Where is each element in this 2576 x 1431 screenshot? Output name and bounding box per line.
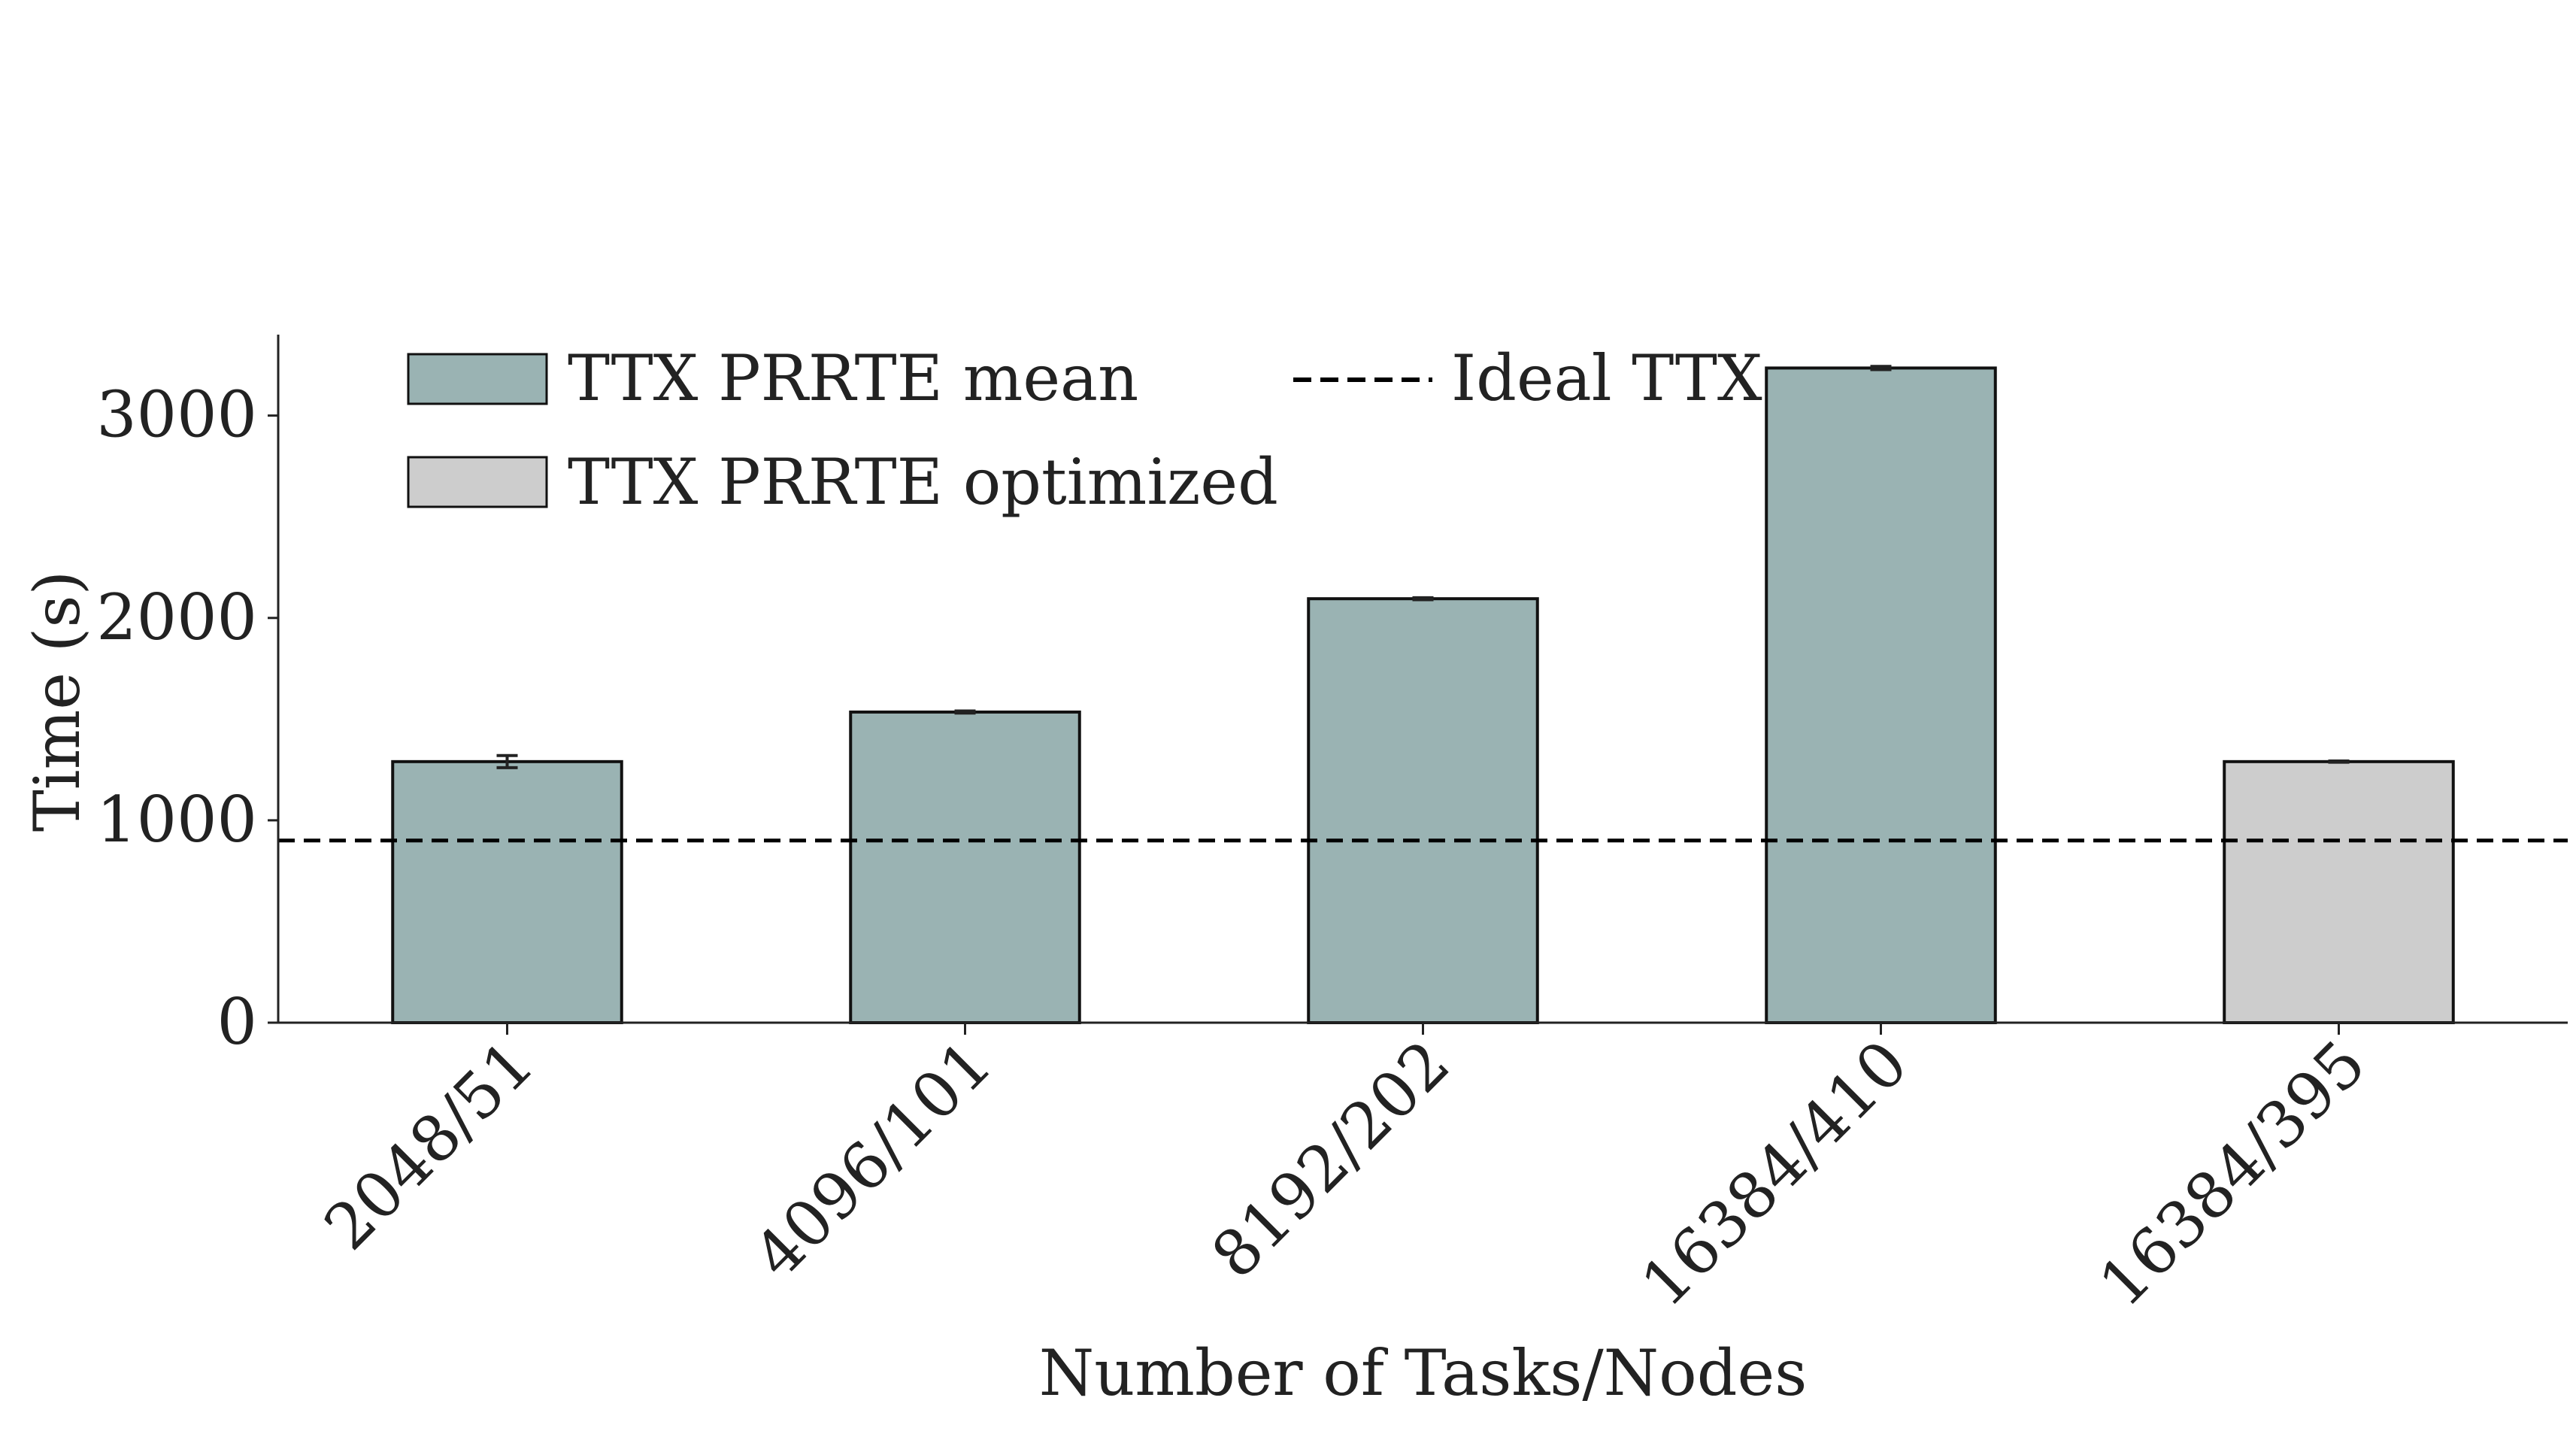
y-ticks: 0 1000 2000 3000 — [96, 378, 278, 1059]
legend-swatch-mean — [407, 353, 548, 405]
bar-4096-101-series-0 — [849, 710, 1081, 1024]
legend-label-mean: TTX PRRTE mean — [568, 341, 1138, 415]
bar-2048-51-series-0 — [391, 759, 623, 1025]
legend-label-ideal: Ideal TTX — [1451, 341, 1762, 415]
legend: TTX PRRTE mean TTX PRRTE optimized Ideal… — [407, 341, 1762, 519]
y-tick-label: 3000 — [96, 378, 257, 452]
x-ticks: 2048/51 4096/101 8192/202 16384/410 16384/39… — [311, 1023, 2380, 1320]
x-tick-label: 8192/202 — [1198, 1026, 1464, 1293]
bar-16384-410-series-0 — [1765, 366, 1997, 1024]
x-axis-label: Number of Tasks/Nodes — [1039, 1336, 1808, 1410]
y-tick-label: 1000 — [96, 783, 257, 856]
error-bars-layer — [496, 365, 2350, 769]
bar-16384-395-series-1 — [2223, 759, 2455, 1025]
y-axis-label: Time (s) — [20, 571, 94, 832]
x-tick-label: 16384/410 — [1627, 1026, 1922, 1321]
x-tick-label: 2048/51 — [311, 1026, 548, 1264]
bar-8192-202-series-0 — [1307, 597, 1539, 1024]
legend-label-optimized: TTX PRRTE optimized — [568, 445, 1278, 519]
legend-swatch-optimized — [407, 456, 548, 508]
y-tick-label: 2000 — [96, 581, 257, 654]
x-tick-label: 16384/395 — [2085, 1026, 2380, 1321]
x-tick-label: 4096/101 — [740, 1026, 1006, 1293]
y-tick-label: 0 — [217, 985, 257, 1059]
